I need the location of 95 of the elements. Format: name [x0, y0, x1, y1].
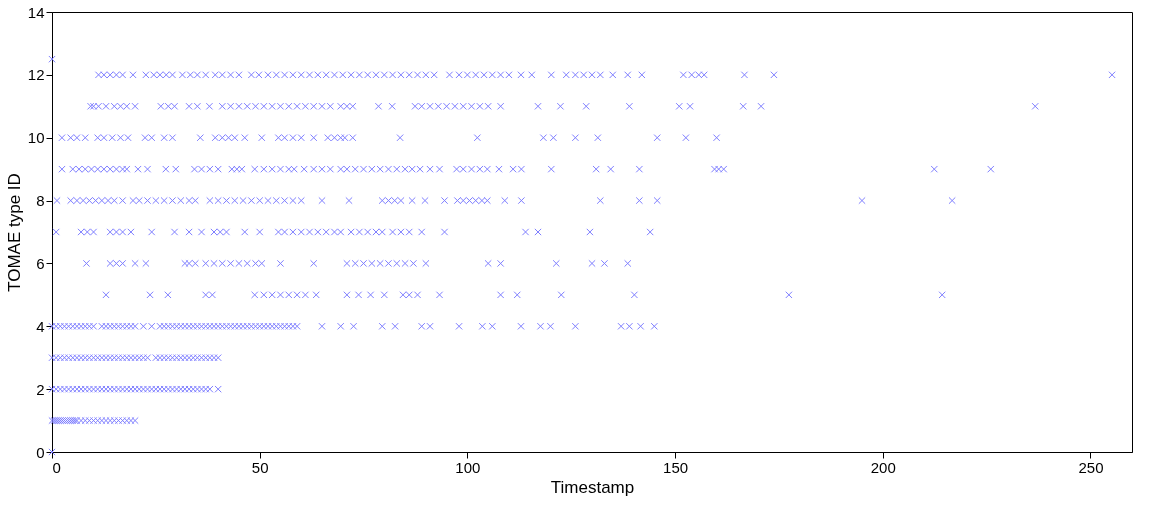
point	[354, 291, 363, 299]
point	[52, 228, 60, 236]
point	[312, 291, 320, 299]
point	[440, 196, 449, 205]
point	[653, 134, 661, 142]
point	[82, 259, 91, 268]
point	[858, 196, 866, 205]
point	[686, 102, 694, 110]
point	[1031, 102, 1039, 110]
point	[181, 259, 189, 268]
point	[501, 196, 509, 205]
point	[596, 196, 604, 205]
point	[170, 228, 179, 236]
point	[582, 102, 590, 110]
point	[318, 196, 326, 205]
point	[148, 228, 156, 236]
point	[682, 134, 690, 142]
point	[517, 196, 526, 205]
point	[785, 291, 793, 299]
point	[164, 291, 172, 299]
point	[594, 134, 602, 142]
point	[276, 259, 285, 268]
point	[418, 228, 426, 236]
point	[205, 102, 214, 110]
point	[258, 134, 266, 142]
point	[496, 259, 505, 268]
point	[549, 134, 558, 142]
point	[534, 102, 542, 110]
point	[422, 259, 430, 268]
point	[484, 259, 492, 268]
point	[53, 196, 61, 205]
point	[196, 134, 204, 142]
point	[440, 228, 449, 236]
y-tick-label: 10	[27, 129, 45, 147]
point	[421, 196, 429, 205]
point	[600, 259, 609, 268]
point	[131, 259, 139, 268]
y-tick-label: 12	[27, 66, 45, 84]
point	[380, 291, 388, 299]
point	[521, 228, 530, 236]
point	[241, 228, 249, 236]
point	[343, 291, 351, 299]
point	[948, 196, 956, 205]
point	[513, 291, 521, 299]
point	[473, 134, 482, 142]
point	[408, 196, 416, 205]
point	[739, 102, 747, 110]
y-tick-label: 6	[36, 254, 45, 272]
point	[345, 196, 353, 205]
x-tick-label: 200	[870, 458, 896, 476]
point	[556, 102, 565, 110]
point	[256, 228, 264, 236]
point	[557, 291, 565, 299]
x-tick-label: 100	[455, 458, 481, 476]
point	[586, 228, 594, 236]
x-tick-label: 250	[1078, 458, 1104, 476]
x-axis-title: Timestamp	[550, 477, 635, 497]
point	[310, 259, 318, 268]
point	[102, 291, 110, 299]
point	[388, 102, 396, 110]
point	[142, 259, 150, 268]
point	[624, 259, 632, 268]
point	[374, 102, 383, 110]
x-tick-label: 50	[251, 458, 269, 476]
point	[646, 228, 654, 236]
point	[435, 291, 444, 299]
point	[625, 102, 634, 110]
point	[241, 134, 249, 142]
point	[310, 134, 318, 142]
point	[366, 291, 375, 299]
y-tick-label: 0	[36, 443, 45, 461]
y-axis-title: TOMAE type ID	[4, 173, 24, 292]
point	[539, 134, 548, 142]
point	[552, 259, 560, 268]
point	[197, 228, 206, 236]
y-tick-label: 2	[36, 380, 45, 398]
x-tick-label: 0	[52, 458, 61, 476]
point	[496, 102, 505, 110]
point	[571, 134, 580, 142]
point	[675, 102, 683, 110]
y-tick-label: 14	[27, 3, 45, 21]
point	[757, 102, 765, 110]
y-tick-label: 8	[36, 192, 45, 210]
point	[712, 134, 721, 142]
point	[146, 291, 154, 299]
point	[630, 291, 639, 299]
point	[588, 259, 596, 268]
point	[496, 291, 505, 299]
x-tick-label: 150	[663, 458, 689, 476]
point	[635, 196, 644, 205]
y-tick-label: 4	[36, 317, 45, 335]
point	[396, 134, 404, 142]
point	[938, 291, 946, 299]
point	[653, 196, 661, 205]
point	[48, 55, 56, 63]
